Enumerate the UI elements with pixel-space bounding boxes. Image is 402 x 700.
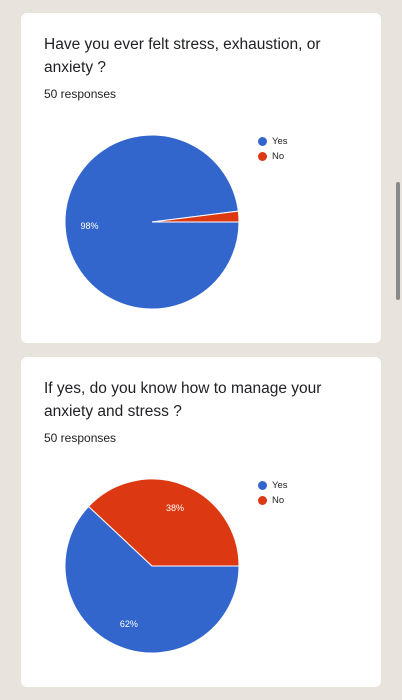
pie-chart: 62% 38% <box>64 478 240 654</box>
chart-legend: Yes No <box>258 134 288 164</box>
pie-slice-label: 62% <box>120 619 138 629</box>
legend-item-yes[interactable]: Yes <box>258 134 288 149</box>
legend-item-yes[interactable]: Yes <box>258 478 288 493</box>
legend-label-no: No <box>272 495 285 506</box>
pie-slice-label: 98% <box>80 221 98 231</box>
legend-dot-yes <box>258 481 267 490</box>
scrollbar-thumb[interactable] <box>396 182 400 300</box>
chart-legend: Yes No <box>258 478 288 508</box>
pie-slice-label: 38% <box>166 503 184 513</box>
legend-dot-no <box>258 152 267 161</box>
legend-dot-yes <box>258 137 267 146</box>
legend-item-no[interactable]: No <box>258 149 288 164</box>
question-card-1: Have you ever felt stress, exhaustion, o… <box>21 13 381 343</box>
legend-label-yes: Yes <box>272 480 288 491</box>
response-count: 50 responses <box>44 431 117 445</box>
pie-slice-no[interactable] <box>87 478 240 567</box>
legend-dot-no <box>258 496 267 505</box>
pie-slice-yes[interactable] <box>64 505 240 654</box>
response-count: 50 responses <box>44 87 117 101</box>
question-title: Have you ever felt stress, exhaustion, o… <box>44 36 321 76</box>
legend-item-no[interactable]: No <box>258 493 288 508</box>
pie-chart: 98% <box>64 134 240 310</box>
question-title: If yes, do you know how to manage your a… <box>44 380 322 420</box>
legend-label-yes: Yes <box>272 136 288 147</box>
question-card-2: If yes, do you know how to manage your a… <box>21 357 381 687</box>
pie-slice-no[interactable] <box>151 210 240 223</box>
legend-label-no: No <box>272 151 285 162</box>
